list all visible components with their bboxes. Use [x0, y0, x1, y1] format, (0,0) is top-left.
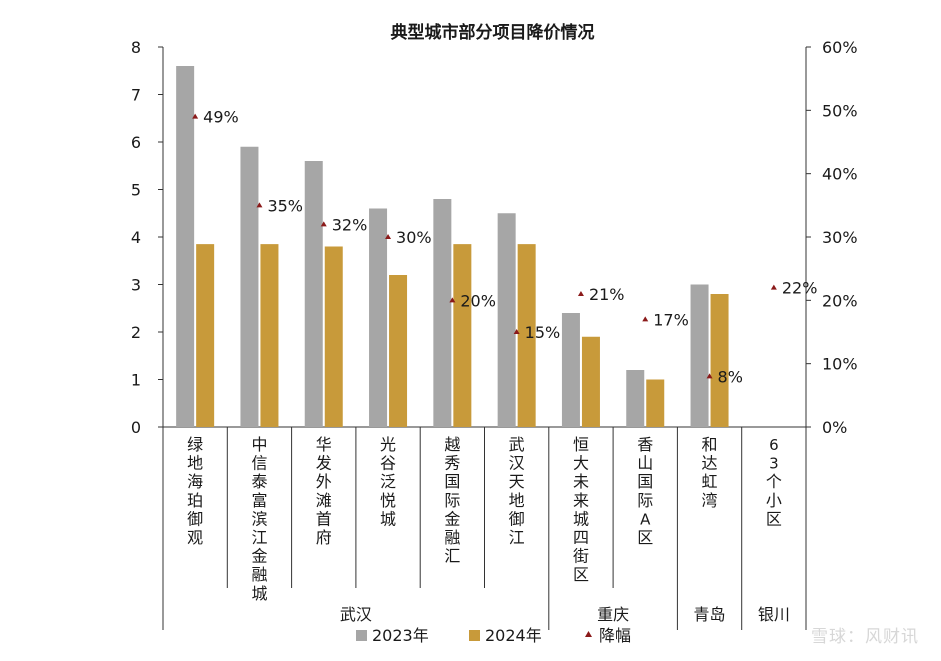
- drop-marker: [256, 202, 263, 208]
- drop-marker: [770, 284, 777, 290]
- city-group-label: 武汉: [340, 605, 372, 624]
- drop-data-label: 17%: [653, 310, 689, 329]
- city-group-label: 重庆: [597, 605, 629, 624]
- bar-2024: [196, 244, 215, 427]
- x-tick-label: 香山国际 A 区: [637, 435, 653, 547]
- bar-2023: [240, 146, 259, 427]
- drop-data-label: 15%: [525, 323, 561, 342]
- drop-marker: [642, 316, 649, 322]
- drop-data-label: 35%: [267, 196, 303, 215]
- bar-2024: [389, 275, 408, 427]
- y-left-tick-label: 8: [131, 38, 141, 57]
- bar-2024: [260, 244, 279, 427]
- bar-2024: [646, 379, 665, 427]
- drop-data-label: 21%: [589, 285, 625, 304]
- legend-label-2024: 2024年: [485, 626, 542, 645]
- x-tick-label: 恒大未来城四街区: [573, 435, 589, 584]
- x-tick-label: 越秀国际金融汇: [444, 435, 460, 566]
- drop-marker: [385, 234, 392, 239]
- bar-2023: [369, 208, 388, 427]
- y-left-tick-label: 4: [131, 228, 141, 247]
- bar-2023: [304, 161, 323, 427]
- legend-swatch-drop: [585, 631, 592, 637]
- legend-label-drop: 降幅: [599, 626, 631, 645]
- chart-title: 典型城市部分项目降价情况: [391, 22, 595, 43]
- y-left-tick-label: 6: [131, 133, 141, 152]
- city-group-label: 青岛: [694, 605, 726, 624]
- y-left-tick-label: 3: [131, 276, 141, 295]
- y-left-tick-label: 5: [131, 181, 141, 200]
- bar-2023: [497, 213, 516, 427]
- y-right-tick-label: 40%: [822, 165, 858, 184]
- bar-2023: [561, 313, 580, 427]
- drop-marker: [192, 113, 199, 119]
- legend-swatch-2023: [356, 630, 367, 641]
- drop-marker: [320, 221, 327, 227]
- y-left-tick-label: 1: [131, 371, 141, 390]
- x-tick-label: 中信泰富滨江金融城: [251, 435, 267, 603]
- bar-2024: [324, 246, 343, 427]
- x-tick-label: 光谷泛悦城: [380, 435, 396, 528]
- bar-2024: [517, 244, 536, 427]
- y-left-tick-label: 2: [131, 323, 141, 342]
- drop-data-label: 30%: [396, 228, 432, 247]
- x-tick-label: 6 3 个小区: [766, 436, 782, 528]
- bar-2023: [433, 199, 452, 427]
- x-tick-label: 绿地海珀御观: [187, 435, 203, 547]
- y-right-tick-label: 20%: [822, 291, 858, 310]
- bar-2024: [453, 244, 472, 427]
- drop-data-label: 49%: [203, 108, 239, 127]
- watermark: 雪球：风财讯: [811, 627, 919, 647]
- drop-data-label: 20%: [460, 291, 496, 310]
- bar-2023: [626, 370, 645, 427]
- city-group-label: 银川: [758, 605, 790, 624]
- drop-marker: [513, 329, 520, 334]
- drop-data-label: 22%: [782, 279, 818, 298]
- x-tick-label: 和达虹湾: [702, 435, 718, 510]
- legend-swatch-2024: [469, 630, 480, 641]
- legend-label-2023: 2023年: [372, 626, 429, 645]
- y-right-tick-label: 0%: [822, 418, 847, 437]
- y-left-tick-label: 0: [131, 418, 141, 437]
- drop-data-label: 32%: [332, 215, 368, 234]
- bar-2024: [710, 294, 729, 427]
- y-right-tick-label: 60%: [822, 38, 858, 57]
- y-right-tick-label: 10%: [822, 355, 858, 374]
- bar-2024: [581, 336, 600, 427]
- y-left-tick-label: 7: [131, 86, 141, 105]
- bar-2023: [690, 284, 709, 427]
- y-right-tick-label: 50%: [822, 101, 858, 120]
- drop-data-label: 8%: [718, 367, 743, 386]
- drop-marker: [449, 297, 456, 303]
- x-tick-label: 武汉天地御江: [509, 435, 525, 547]
- x-tick-label: 华发外滩首府: [316, 435, 332, 547]
- bar-2023: [176, 66, 195, 427]
- y-right-tick-label: 30%: [822, 228, 858, 247]
- drop-marker: [577, 291, 584, 296]
- drop-marker: [706, 373, 713, 379]
